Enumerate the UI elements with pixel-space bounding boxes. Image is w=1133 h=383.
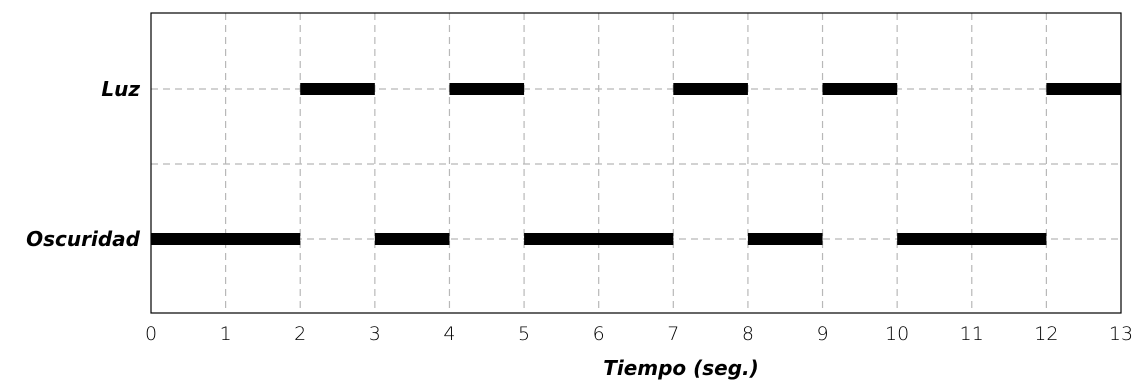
bar-luz-2 <box>673 83 748 95</box>
x-tick-label-2: 2 <box>294 323 306 345</box>
x-tick-label-10: 10 <box>885 323 909 345</box>
x-tick-label-1: 1 <box>220 323 232 345</box>
x-tick-label-3: 3 <box>369 323 381 345</box>
plot-frame <box>150 12 1122 314</box>
x-tick-label-4: 4 <box>443 323 455 345</box>
x-tick-label-13: 13 <box>1109 323 1133 345</box>
bar-oscuridad-0 <box>151 233 301 245</box>
bar-luz-0 <box>300 83 375 95</box>
bar-luz-4 <box>1046 83 1121 95</box>
bar-luz-3 <box>822 83 898 95</box>
grid-layer <box>151 13 1121 313</box>
bar-luz-1 <box>449 83 525 95</box>
bar-oscuridad-4 <box>897 233 1047 245</box>
bar-oscuridad-2 <box>524 233 674 245</box>
category-labels: Luz Oscuridad <box>26 77 141 251</box>
x-axis-label: Tiempo (seg.) <box>603 356 759 380</box>
x-tick-label-8: 8 <box>742 323 754 345</box>
x-tick-label-12: 12 <box>1034 323 1058 345</box>
x-tick-label-6: 6 <box>593 323 605 345</box>
x-tick-labels: 0 1 2 3 4 5 6 7 8 9 10 11 12 13 <box>145 323 1133 345</box>
category-label-oscuridad: Oscuridad <box>26 227 141 251</box>
x-tick-label-9: 9 <box>816 323 828 345</box>
bar-oscuridad-3 <box>747 233 823 245</box>
x-tick-label-11: 11 <box>960 323 984 345</box>
x-tick-label-5: 5 <box>518 323 530 345</box>
bars-layer <box>151 83 1121 245</box>
bar-oscuridad-1 <box>374 233 450 245</box>
category-label-luz: Luz <box>101 77 140 101</box>
x-tick-label-0: 0 <box>145 323 157 345</box>
x-tick-label-7: 7 <box>667 323 679 345</box>
